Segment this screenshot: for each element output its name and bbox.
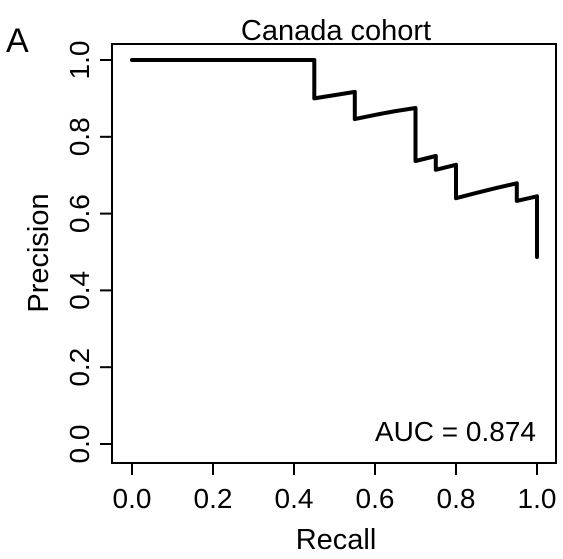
x-tick-label: 0.0 bbox=[113, 483, 152, 514]
x-tick-label: 1.0 bbox=[518, 483, 557, 514]
y-tick-label: 0.4 bbox=[64, 271, 95, 310]
x-axis-label: Recall bbox=[296, 524, 377, 556]
x-tick-label: 0.6 bbox=[356, 483, 395, 514]
y-tick-label: 0.8 bbox=[64, 117, 95, 156]
x-tick-label: 0.2 bbox=[194, 483, 233, 514]
plot-frame bbox=[111, 43, 557, 464]
pr-curve-line bbox=[130, 58, 539, 259]
y-tick-label: 0.0 bbox=[64, 425, 95, 464]
chart-title: Canada cohort bbox=[241, 15, 431, 47]
y-tick-label: 0.2 bbox=[64, 348, 95, 387]
x-tick-label: 0.4 bbox=[275, 483, 314, 514]
x-tick-label: 0.8 bbox=[437, 483, 476, 514]
y-tick-label: 0.6 bbox=[64, 194, 95, 233]
auc-annotation: AUC = 0.874 bbox=[375, 416, 536, 447]
panel-label: A bbox=[6, 22, 29, 60]
y-tick-label: 1.0 bbox=[64, 41, 95, 80]
series-layer bbox=[130, 58, 539, 259]
y-axis: 0.0 0.2 0.4 0.6 0.8 1.0 bbox=[64, 41, 113, 464]
y-axis-label: Precision bbox=[23, 193, 55, 312]
x-axis: 0.0 0.2 0.4 0.6 0.8 1.0 bbox=[113, 462, 557, 514]
